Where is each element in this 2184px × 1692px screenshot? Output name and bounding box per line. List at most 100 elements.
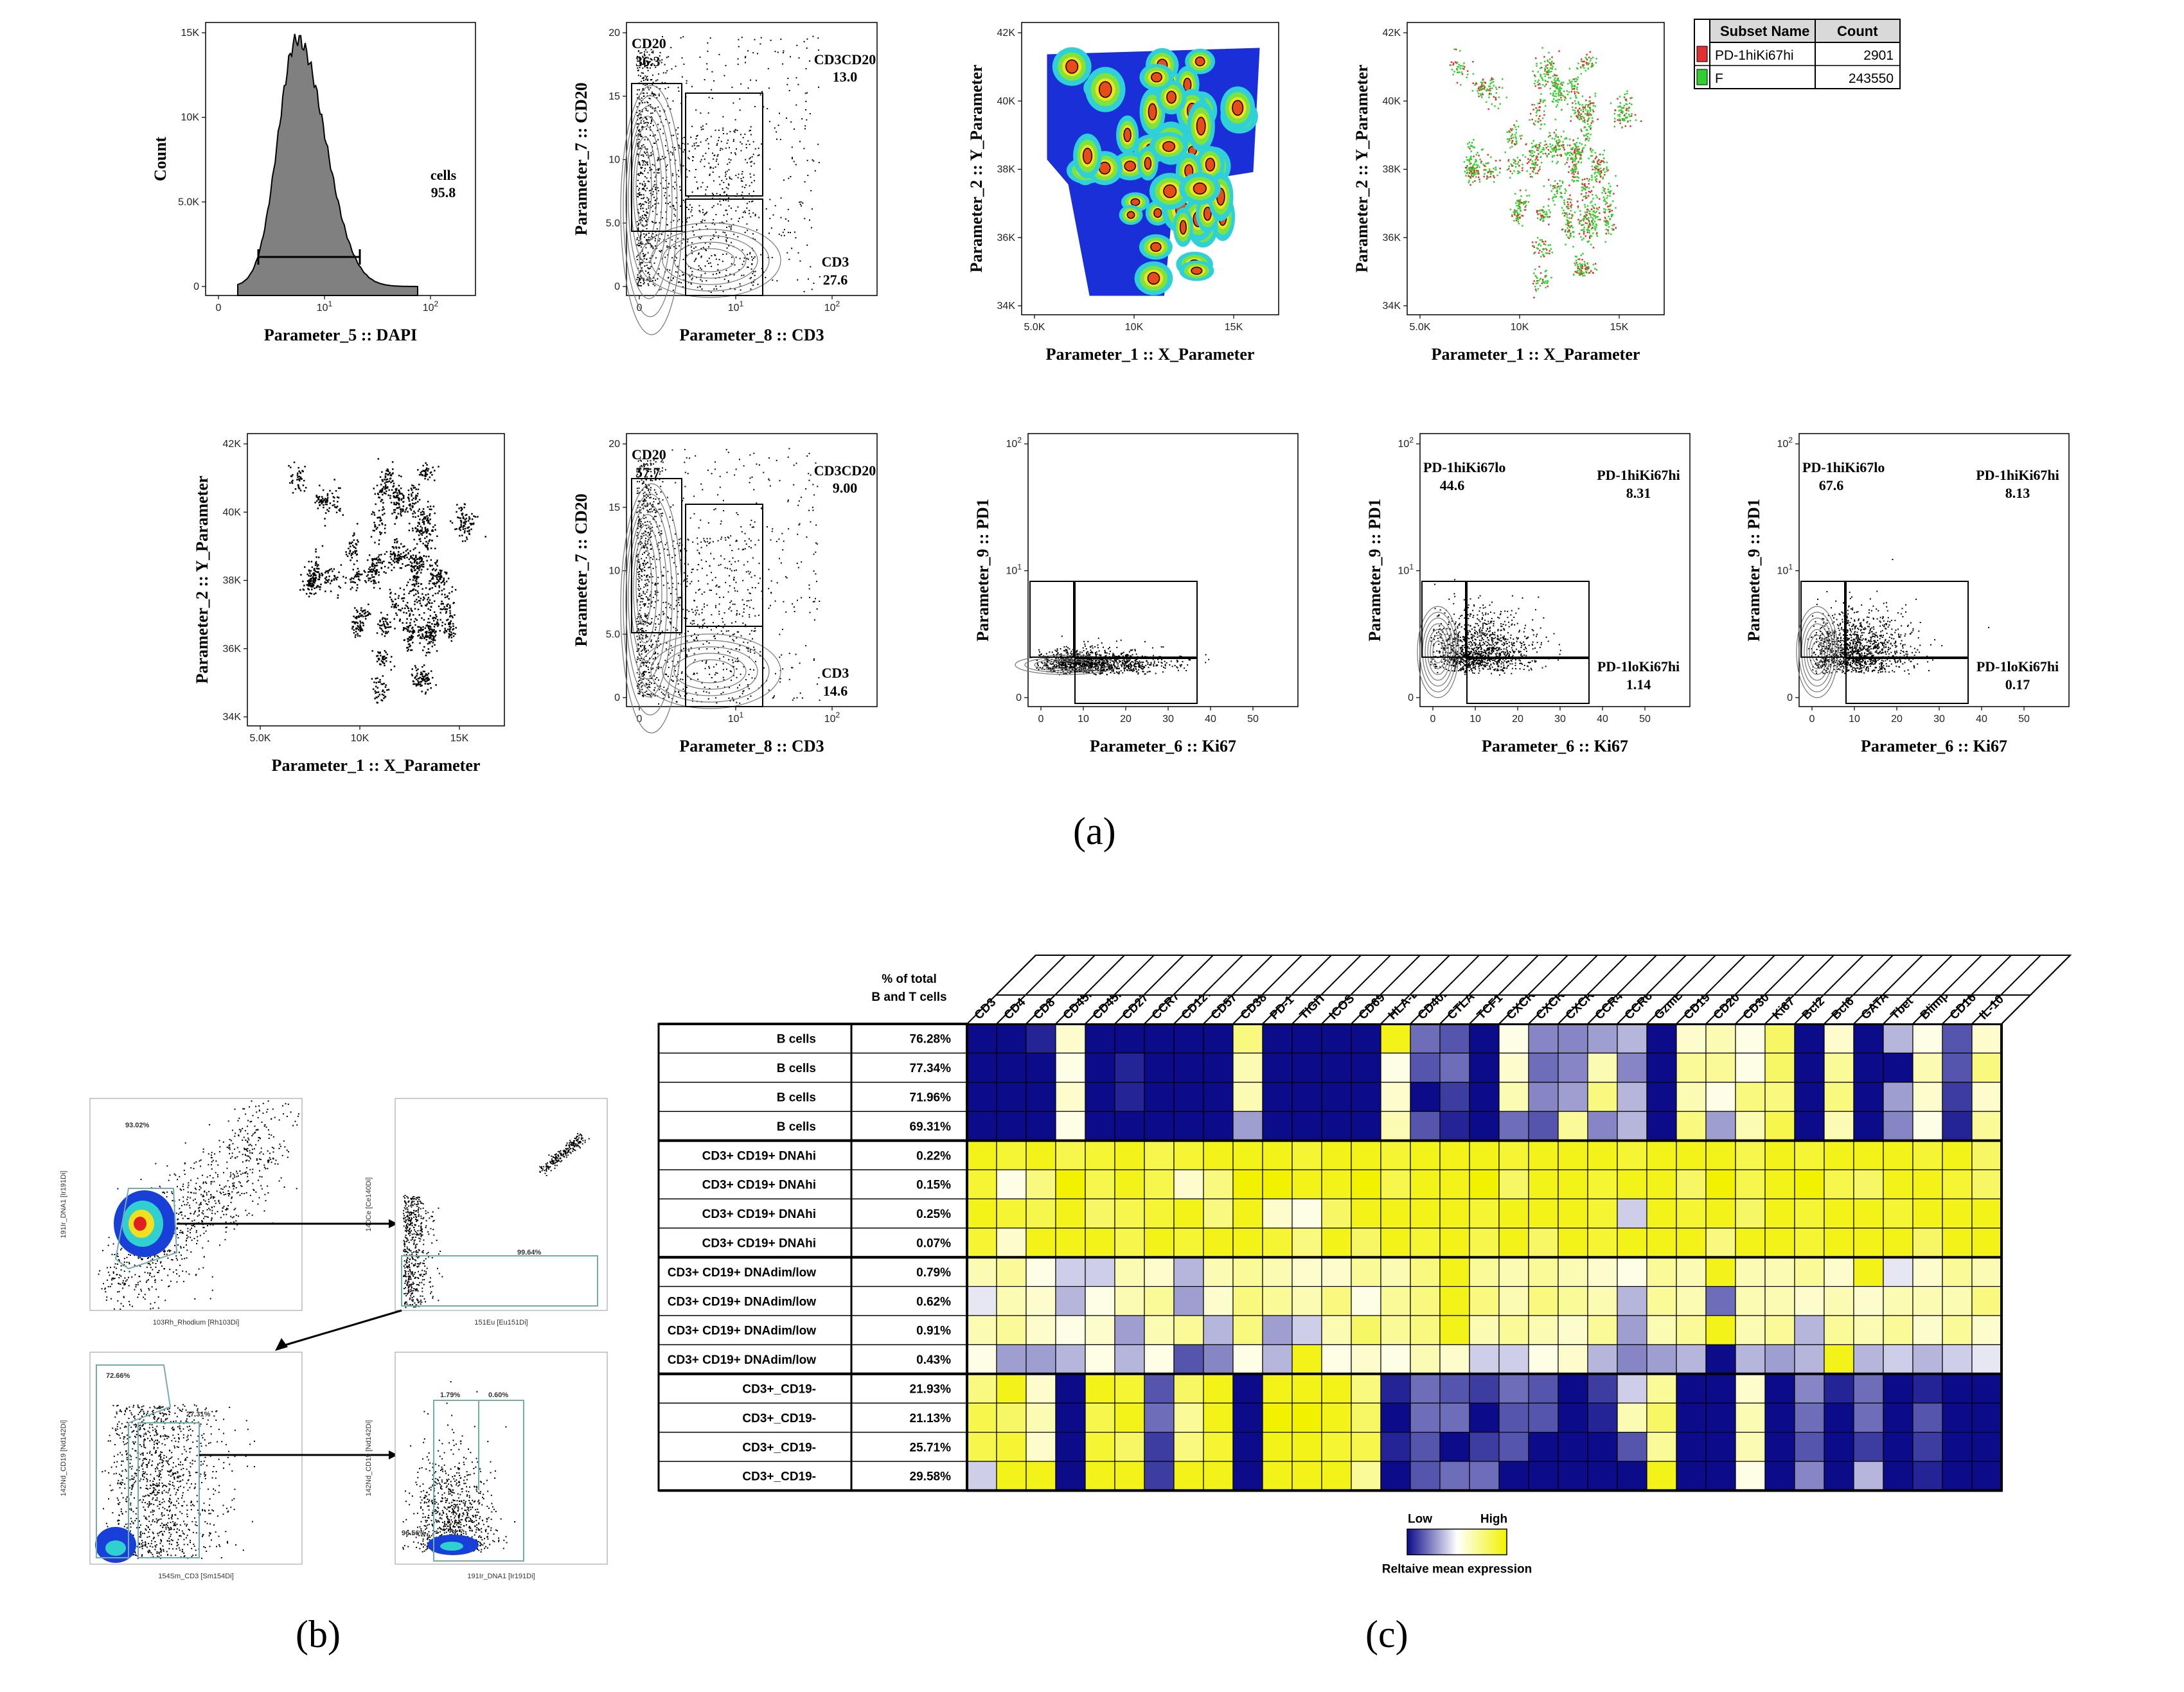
legend-row-2-count: 243550 [1849, 71, 1894, 86]
cell-point [1511, 142, 1513, 144]
cell-point [1606, 202, 1608, 204]
cell-point [321, 496, 323, 498]
cell-point [1470, 155, 1472, 157]
cell-point [1545, 105, 1547, 107]
cell-point [1482, 163, 1484, 166]
cell-point [1518, 200, 1521, 203]
cell-point [1493, 96, 1495, 98]
cell-point [1607, 230, 1609, 232]
cell-point [410, 619, 412, 621]
scatter-dot [651, 188, 653, 190]
scatter-dot [647, 78, 649, 80]
cell-point [432, 568, 435, 570]
scatter-dot [636, 112, 638, 114]
cell-point [1584, 105, 1586, 108]
cell-point [403, 628, 405, 630]
cell-point [1629, 102, 1631, 105]
cell-point [427, 542, 429, 545]
scatter-dot [716, 155, 718, 157]
cell-point [422, 531, 425, 534]
scatter-dot [761, 143, 763, 145]
cell-point [1554, 90, 1556, 92]
scatter-dot [700, 112, 702, 114]
cell-point [421, 558, 423, 560]
cell-point [412, 554, 414, 556]
cell-point [1544, 60, 1546, 62]
scatter-dot [707, 143, 709, 145]
cell-point [1513, 220, 1515, 222]
cell-point [396, 507, 398, 509]
cell-point [1610, 204, 1611, 207]
scatter-dot [756, 53, 758, 55]
cell-point [314, 570, 316, 572]
scatter-dot [716, 143, 718, 145]
scatter-dot [799, 201, 801, 203]
cell-point [1544, 243, 1547, 246]
cell-point [1579, 210, 1581, 212]
cell-point [429, 523, 431, 525]
cell-point [1620, 109, 1622, 111]
cell-point [1599, 198, 1601, 200]
cell-point [1585, 267, 1588, 269]
cell-point [1558, 89, 1561, 92]
cell-point [1466, 76, 1468, 78]
scatter-dot [655, 188, 657, 190]
scatter-dot [731, 218, 732, 220]
cell-point [1471, 165, 1474, 167]
cell-point [1552, 188, 1554, 189]
cell-point [1489, 176, 1491, 178]
scatter-dot [666, 166, 668, 168]
scatter-dot [727, 237, 728, 239]
cell-point [417, 525, 419, 527]
cell-point [1554, 82, 1556, 84]
scatter-dot [639, 62, 641, 64]
cell-point [424, 537, 426, 540]
cell-point [1559, 86, 1561, 88]
cell-point [448, 626, 450, 628]
cell-point [318, 586, 320, 588]
cell-point [1464, 66, 1466, 68]
y-tick-label: 42K [1383, 28, 1401, 39]
cell-point [355, 576, 358, 577]
cell-point [1528, 195, 1531, 197]
scatter-dot [696, 276, 697, 278]
scatter-dot [754, 213, 756, 215]
cell-point [1536, 280, 1538, 282]
cell-point [414, 496, 416, 498]
cell-point [413, 585, 416, 586]
scatter-dot [716, 193, 718, 195]
cell-point [1541, 279, 1544, 281]
cell-point [1499, 168, 1501, 170]
cell-point [1517, 220, 1520, 223]
scatter-dot [670, 151, 671, 153]
cell-point [296, 479, 298, 480]
cell-point [1547, 64, 1549, 66]
cell-point [1490, 172, 1492, 173]
cell-point [1577, 152, 1579, 154]
scatter-dot [713, 80, 715, 82]
scatter-dot [749, 209, 750, 211]
scatter-dot [657, 170, 659, 172]
cell-point [444, 571, 446, 574]
cell-point [432, 577, 434, 580]
scatter-dot [725, 178, 727, 180]
cell-point [1511, 145, 1513, 148]
cell-point [379, 531, 381, 533]
scatter-dot [639, 264, 641, 266]
cell-point [356, 572, 358, 574]
cell-point [386, 487, 389, 489]
cell-point [425, 529, 427, 531]
cell-point [385, 651, 387, 653]
cell-point [1607, 229, 1609, 231]
cell-point [1564, 96, 1566, 98]
scatter-dot [782, 231, 784, 233]
scatter-dot [637, 58, 639, 60]
scatter-dot [639, 191, 641, 193]
cell-point [1621, 127, 1623, 129]
cell-point [1543, 114, 1545, 116]
contour-line [628, 116, 668, 281]
cell-point [1606, 166, 1608, 168]
scatter-dot [655, 247, 657, 249]
scatter-dot [683, 274, 684, 276]
y-tick-label: 38K [997, 164, 1016, 175]
